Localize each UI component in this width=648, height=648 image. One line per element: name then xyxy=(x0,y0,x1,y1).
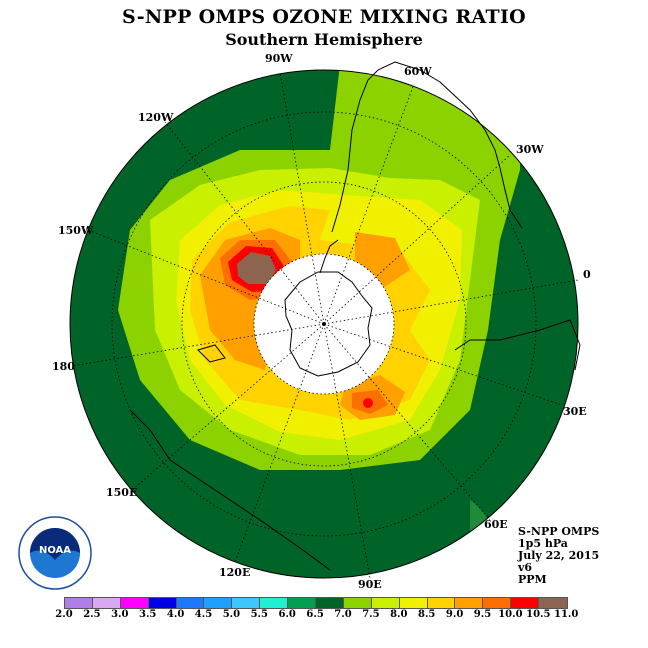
lon-label-60e: 60E xyxy=(484,518,508,531)
lon-label-30w: 30W xyxy=(516,143,544,156)
lon-label-150e: 150E xyxy=(106,486,137,499)
colorbar-tick-label: 8.0 xyxy=(390,609,408,620)
colorbar-swatch xyxy=(120,598,149,608)
map-title: S-NPP OMPS OZONE MIXING RATIO xyxy=(121,6,527,28)
colorbar-swatch xyxy=(455,598,484,608)
colorbar-swatch xyxy=(232,598,261,608)
map-subtitle: Southern Hemisphere xyxy=(225,30,423,49)
lon-label-150w: 150W xyxy=(58,224,94,237)
colorbar-tick-label: 4.0 xyxy=(166,609,185,620)
south-pole-marker xyxy=(322,322,326,326)
map-info-block: S-NPP OMPS 1p5 hPa July 22, 2015 v6 PPM xyxy=(518,526,599,586)
colorbar-swatch xyxy=(148,598,177,608)
colorbar-tick-label: 7.5 xyxy=(362,609,380,620)
logo-bird-shape xyxy=(30,528,80,560)
lon-label-90e: 90E xyxy=(358,578,382,591)
lon-label-90w: 90W xyxy=(265,52,293,65)
colorbar-tick-label: 7.0 xyxy=(334,609,352,620)
noaa-logo: NOAA xyxy=(18,516,92,590)
colorbar-tick-label: 9.5 xyxy=(473,609,492,620)
colorbar-swatch xyxy=(65,598,93,608)
colorbar-tick-label: 10.5 xyxy=(526,609,551,620)
latitude-circle-70 xyxy=(253,253,395,395)
colorbar-tick-label: 3.5 xyxy=(138,609,157,620)
new-zealand-coast xyxy=(197,344,226,363)
lon-label-120e: 120E xyxy=(219,566,250,579)
colorbar-ticks: 2.0 2.5 3.0 3.5 4.0 4.5 5.0 5.5 6.0 6.5 7.0 7.5 8.0 8… xyxy=(50,609,610,623)
colorbar-tick-label: 9.0 xyxy=(445,609,464,620)
south-america-east-coast xyxy=(499,167,523,229)
info-date: July 22, 2015 xyxy=(518,549,600,562)
colorbar xyxy=(64,597,569,609)
info-units: PPM xyxy=(518,573,547,586)
latitude-circle-30 xyxy=(111,111,537,537)
colorbar-tick-label: 2.0 xyxy=(55,609,73,620)
meridian-120w xyxy=(164,121,325,325)
meridian-60w xyxy=(323,83,415,325)
lon-label-180: 180 xyxy=(52,360,75,373)
colorbar-tick-label: 11.0 xyxy=(554,609,579,620)
colorbar-swatch xyxy=(92,598,121,608)
meridian-180 xyxy=(71,323,325,367)
antarctic-peninsula xyxy=(319,239,339,274)
colorbar-swatch xyxy=(316,598,344,608)
colorbar-swatch xyxy=(511,598,540,608)
colorbar-swatch xyxy=(176,598,205,608)
africa-coast xyxy=(454,319,581,371)
logo-text: NOAA xyxy=(39,545,71,556)
colorbar-swatch xyxy=(343,598,372,608)
colorbar-tick-label: 6.5 xyxy=(306,609,324,620)
map-boundary xyxy=(69,69,579,579)
lon-label-120w: 120W xyxy=(138,111,174,124)
graticule xyxy=(71,71,579,579)
info-version: v6 xyxy=(518,561,533,574)
colorbar-swatch xyxy=(288,598,317,608)
info-pressure-level: 1p5 hPa xyxy=(518,537,568,550)
colorbar-tick-label: 3.0 xyxy=(111,609,129,620)
colorbar-swatch xyxy=(427,598,456,608)
meridian-60e xyxy=(323,323,491,521)
colorbar-swatch xyxy=(539,598,568,608)
lon-label-60w: 60W xyxy=(404,65,432,78)
meridian-90e xyxy=(323,323,371,579)
colorbar-swatch xyxy=(399,598,428,608)
lon-label-30e: 30E xyxy=(563,405,587,418)
lon-label-0: 0 xyxy=(583,268,591,281)
colorbar-tick-label: 5.0 xyxy=(222,609,241,620)
meridian-0 xyxy=(323,279,579,325)
colorbar-tick-label: 5.5 xyxy=(250,609,268,620)
colorbar-swatch xyxy=(204,598,233,608)
latitude-circle-50 xyxy=(181,181,467,467)
colorbar-tick-label: 4.5 xyxy=(194,609,213,620)
field-10-10-5-south-spot xyxy=(363,398,373,408)
field-10-5-11-max xyxy=(237,252,276,284)
meridian-30w xyxy=(323,154,511,325)
colorbar-tick-label: 10.0 xyxy=(498,609,523,620)
colorbar-tick-label: 6.0 xyxy=(278,609,296,620)
colorbar-tick-label: 2.5 xyxy=(83,609,101,620)
colorbar-swatch xyxy=(371,598,400,608)
colorbar-swatch xyxy=(483,598,512,608)
info-instrument: S-NPP OMPS xyxy=(518,525,600,538)
colorbar-tick-label: 8.5 xyxy=(417,609,436,620)
antarctica-coast xyxy=(284,271,373,377)
meridian-90w xyxy=(279,71,325,325)
field-7-7-5-west-arm xyxy=(420,88,540,170)
australia-coast xyxy=(129,409,331,571)
colorbar-swatch xyxy=(260,598,289,608)
